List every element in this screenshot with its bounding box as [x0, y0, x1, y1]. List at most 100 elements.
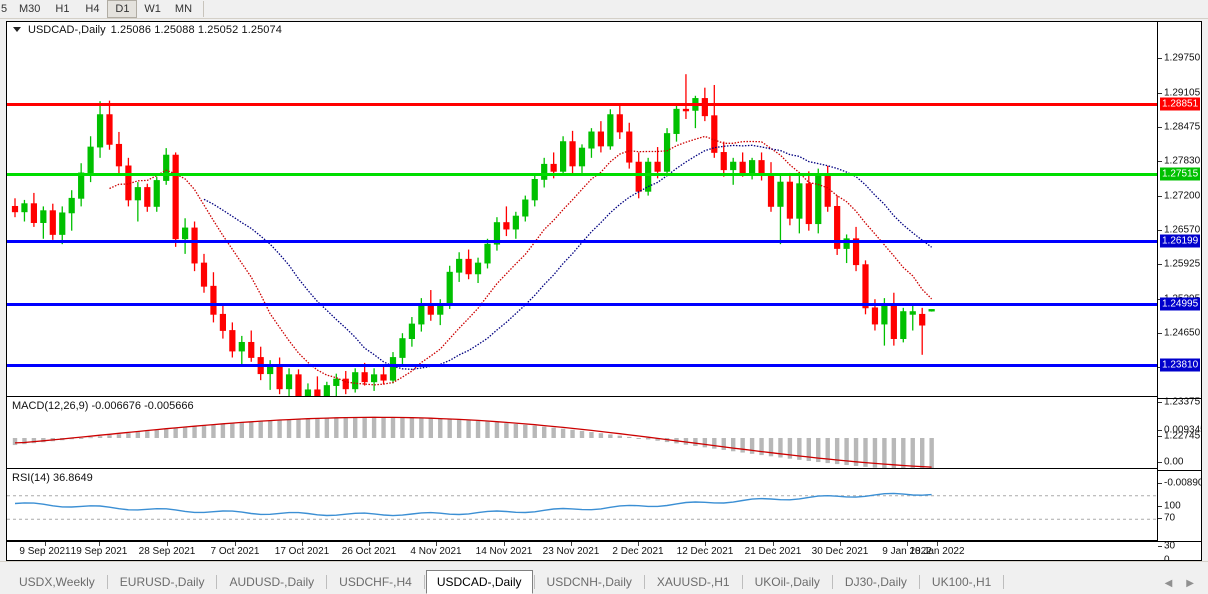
price-tick-label: 1.25925 — [1164, 258, 1201, 270]
chart-tab-usdcnh-daily[interactable]: USDCNH-,Daily — [546, 575, 632, 589]
price-badge-blue: 1.24995 — [1160, 297, 1201, 311]
price-tick-label: 1.24650 — [1164, 327, 1201, 339]
time-tick-label: 21 Dec 2021 — [744, 546, 802, 557]
price-badge-green: 1.27515 — [1160, 167, 1201, 181]
support-line-2[interactable] — [7, 303, 1159, 306]
price-badge-blue: 1.23810 — [1160, 358, 1201, 372]
price-tick-label: 1.29750 — [1164, 52, 1201, 64]
price-tick-label: 1.23375 — [1164, 396, 1201, 408]
tab-divider — [216, 575, 218, 589]
price-tick-label: 1.27200 — [1164, 190, 1201, 202]
time-tick-label: 4 Nov 2021 — [410, 546, 462, 557]
macd-label: MACD(12,26,9) -0.006676 -0.005666 — [12, 400, 194, 412]
time-tick — [773, 542, 774, 546]
tab-divider — [741, 575, 743, 589]
chart-header: USDCAD-,Daily 1.25086 1.25088 1.25052 1.… — [7, 22, 282, 37]
tab-divider — [831, 575, 833, 589]
time-tick — [369, 542, 370, 546]
chart-tab-bar: USDX,Weekly EURUSD-,Daily AUDUSD-,Daily USD… — [0, 561, 1208, 594]
support-line-3[interactable] — [7, 364, 1159, 367]
price-tick-label: 1.27830 — [1164, 155, 1201, 167]
time-tick-label: 28 Sep 2021 — [138, 546, 196, 557]
time-tick — [638, 542, 639, 546]
timeframe-button-h1[interactable]: H1 — [55, 3, 70, 15]
collapse-caret-icon[interactable] — [13, 27, 21, 32]
chart-tab-audusd-daily[interactable]: AUDUSD-,Daily — [229, 575, 315, 589]
scale-tick — [1158, 483, 1162, 484]
price-scale[interactable]: 1.29750 1.29105 1.28475 1.27830 1.27200 1.265… — [1157, 22, 1202, 560]
price-badge-red: 1.28851 — [1160, 97, 1201, 111]
tab-prev-icon[interactable]: ◀ — [1164, 578, 1173, 589]
timeframe-button-h4[interactable]: H4 — [85, 3, 100, 15]
scale-tick — [1158, 436, 1162, 437]
chart-tab-usdcad-daily[interactable]: USDCAD-,Daily — [425, 570, 533, 594]
timeframe-button-d1[interactable]: D1 — [107, 0, 138, 18]
scale-divider — [1158, 398, 1201, 399]
rsi-tick-label: 0 — [1164, 554, 1170, 561]
timeframe-button-m30[interactable]: M30 — [19, 3, 41, 15]
chart-symbol-label: USDCAD-,Daily — [28, 23, 106, 36]
chart-tab-dj30-daily[interactable]: DJ30-,Daily — [844, 575, 907, 589]
time-tick — [302, 542, 303, 546]
chart-tab-usdx-weekly[interactable]: USDX,Weekly — [19, 575, 95, 589]
time-tick-label: 18 Jan 2022 — [909, 546, 965, 557]
time-tick-label: 9 Sep 2021 — [19, 546, 71, 557]
chart-tab-uk100-h1[interactable]: UK100-,H1 — [931, 575, 992, 589]
price-tick-label: 1.22745 — [1164, 430, 1201, 442]
chart-tab-eurusd-daily[interactable]: EURUSD-,Daily — [119, 575, 205, 589]
timeframe-button-5[interactable]: 5 — [1, 3, 8, 15]
tab-divider — [918, 575, 920, 589]
time-tick-label: 9 Jan 2022 — [882, 546, 932, 557]
price-tick-label: 1.29105 — [1164, 87, 1201, 99]
time-tick — [937, 542, 938, 546]
time-scale[interactable]: 9 Sep 2021 19 Sep 2021 28 Sep 2021 7 Oct 20… — [7, 541, 1201, 560]
chart-ohlc-values: 1.25086 1.25088 1.25052 1.25074 — [110, 23, 282, 36]
tab-nav: ◀ ▶ — [1165, 578, 1208, 594]
timeframe-button-mn[interactable]: MN — [174, 3, 193, 15]
chart-tab-usdchf-h4[interactable]: USDCHF-,H4 — [339, 575, 412, 589]
rsi-pane[interactable]: RSI(14) 36.8649 — [7, 470, 1159, 541]
rsi-label: RSI(14) 36.8649 — [12, 472, 93, 484]
chart-window[interactable]: USDCAD-,Daily 1.25086 1.25088 1.25052 1.… — [6, 21, 1202, 561]
tab-divider — [106, 575, 108, 589]
macd-tick-label: -0.008902 — [1164, 477, 1201, 489]
resistance-line[interactable] — [7, 103, 1159, 106]
rsi-tick-label: 70 — [1164, 512, 1176, 524]
scale-tick — [1158, 93, 1162, 94]
time-tick — [907, 542, 908, 546]
scale-tick — [1158, 196, 1162, 197]
time-tick — [167, 542, 168, 546]
scale-tick — [1158, 161, 1162, 162]
scale-tick — [1158, 402, 1162, 403]
time-tick-label: 7 Oct 2021 — [210, 546, 260, 557]
macd-tick-label: 0.009345 — [1164, 424, 1202, 436]
time-tick-label: 12 Dec 2021 — [676, 546, 734, 557]
chart-tab-xauusd-h1[interactable]: XAUUSD-,H1 — [656, 575, 730, 589]
time-tick-label: 30 Dec 2021 — [811, 546, 869, 557]
tab-next-icon[interactable]: ▶ — [1186, 578, 1194, 589]
support-line-1[interactable] — [7, 240, 1159, 243]
time-tick-label: 19 Sep 2021 — [70, 546, 128, 557]
tab-divider — [533, 575, 535, 589]
timeframe-button-w1[interactable]: W1 — [144, 3, 161, 15]
pivot-line[interactable] — [7, 173, 1159, 176]
scale-tick — [1158, 546, 1162, 547]
macd-pane[interactable]: MACD(12,26,9) -0.006676 -0.005666 — [7, 398, 1159, 469]
scale-tick — [1158, 230, 1162, 231]
price-tick-label: 1.28475 — [1164, 121, 1201, 133]
time-tick — [45, 542, 46, 546]
scale-tick — [1158, 430, 1162, 431]
toolbar-divider — [203, 1, 205, 17]
scale-tick — [1158, 462, 1162, 463]
time-tick-label: 17 Oct 2021 — [274, 546, 330, 557]
time-tick-label: 2 Dec 2021 — [612, 546, 664, 557]
chart-tab-ukoil-daily[interactable]: UKOil-,Daily — [754, 575, 820, 589]
timeframe-toolbar: 5 M30 H1 H4 D1 W1 MN — [0, 0, 1208, 19]
time-tick-label: 23 Nov 2021 — [542, 546, 600, 557]
price-pane[interactable] — [7, 22, 1159, 397]
scale-divider — [1158, 470, 1201, 471]
time-tick — [571, 542, 572, 546]
rsi-plot — [7, 492, 1159, 520]
time-tick — [840, 542, 841, 546]
scale-tick — [1158, 506, 1162, 507]
